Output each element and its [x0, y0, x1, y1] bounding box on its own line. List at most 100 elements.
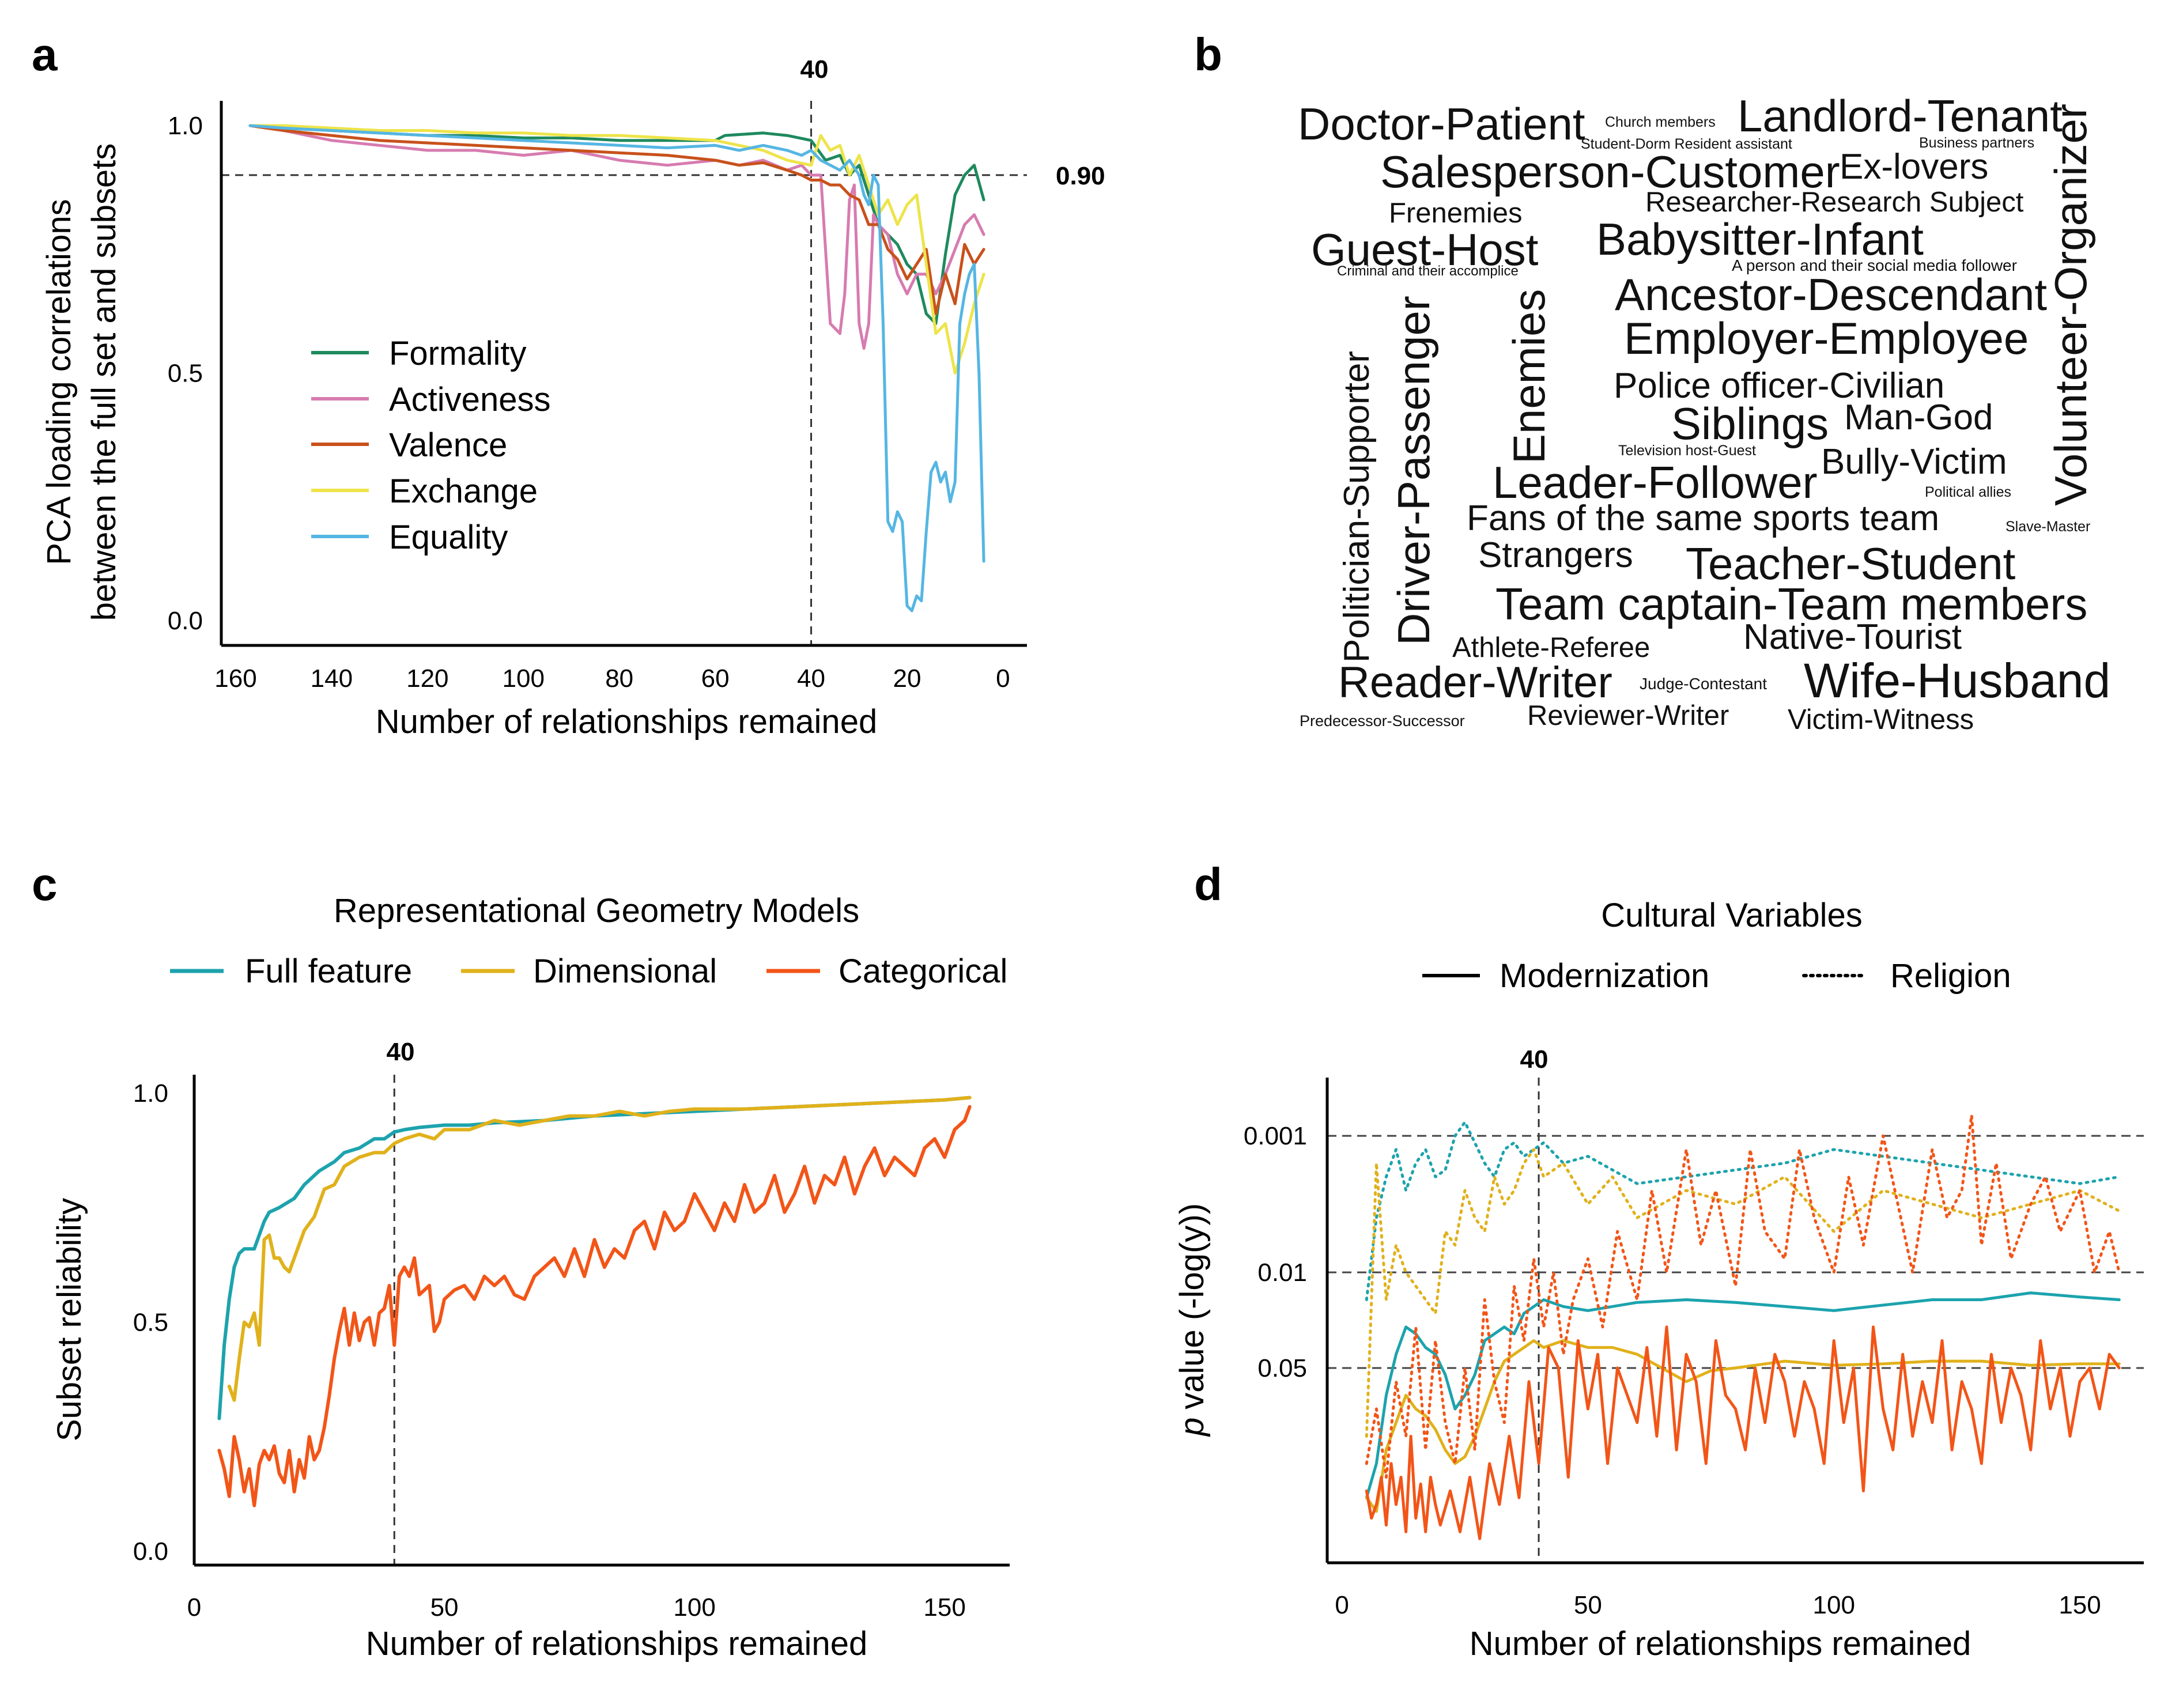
panel-a-xlabel: Number of relationships remained	[376, 703, 877, 740]
word-cloud-word: Guest-Host	[1311, 224, 1539, 275]
series-valence-line	[248, 124, 985, 315]
legend-equality-label: Equality	[389, 519, 508, 556]
legend-formality-label: Formality	[389, 335, 526, 372]
word-cloud-word: Ex-lovers	[1840, 147, 1988, 187]
panel-a-x-tick: 40	[797, 664, 825, 693]
panel-c-title: Representational Geometry Models	[334, 892, 859, 929]
word-cloud-word: Reviewer-Writer	[1527, 700, 1729, 731]
panel-a-ylabel-line1: PCA loading correlations	[40, 199, 78, 565]
series-activeness-line	[248, 124, 985, 350]
legend-religion-label: Religion	[1890, 957, 2011, 995]
legend-full-feature-label: Full feature	[245, 953, 412, 990]
panel-b: b Doctor-Patient Church members Landlord…	[1194, 29, 2110, 735]
word-cloud-word: Strangers	[1478, 535, 1633, 575]
series-categorical-line	[217, 1105, 972, 1507]
word-cloud-word: Salesperson-Customer	[1380, 146, 1840, 197]
panel-c: c Representational Geometry Models Full …	[32, 859, 1010, 1662]
legend-exchange-label: Exchange	[389, 473, 538, 510]
word-cloud-word: Man-God	[1844, 398, 1993, 437]
series-religion-full-feature-line	[1365, 1120, 2121, 1301]
panel-c-vline-label: 40	[387, 1038, 415, 1066]
panel-d-x-tick: 150	[2059, 1591, 2101, 1619]
word-cloud-word: Victim-Witness	[1788, 704, 1974, 735]
panel-d: d Cultural Variables Modernization Relig…	[1173, 859, 2144, 1662]
word-cloud-word: Television host-Guest	[1618, 443, 1756, 459]
panel-d-ylabel-p: p	[1173, 1418, 1211, 1437]
word-cloud-word: Frenemies	[1389, 198, 1522, 229]
legend-dimensional-label: Dimensional	[533, 953, 717, 990]
panel-d-xlabel: Number of relationships remained	[1470, 1625, 1971, 1662]
panel-d-title: Cultural Variables	[1601, 897, 1862, 934]
panel-a: a 160 140 120 100 80 60 40 20 0 0.0 0.5 1.0 Number …	[32, 29, 1105, 740]
panel-a-x-tick: 140	[311, 664, 353, 693]
panel-d-x-tick: 50	[1574, 1591, 1602, 1619]
panel-a-vline-label: 40	[800, 55, 829, 84]
panel-d-x-tick: 0	[1335, 1591, 1349, 1619]
panel-d-ylabel: p value (-log(y))	[1173, 1203, 1211, 1437]
panel-c-x-tick: 0	[187, 1593, 201, 1622]
series-religion-categorical-line	[1365, 1114, 2121, 1479]
panel-a-y-tick: 1.0	[168, 112, 203, 140]
panel-c-legend: Full feature Dimensional Categorical	[170, 953, 1007, 990]
word-cloud-word-vertical: Volunteer-Organizer	[2045, 104, 2096, 506]
series-dimensional-line	[227, 1095, 972, 1402]
panel-c-y-tick: 0.0	[133, 1537, 168, 1566]
panel-c-x-tick: 50	[430, 1593, 459, 1622]
panel-a-x-tick: 100	[503, 664, 545, 693]
word-cloud-word: Ancestor-Descendant	[1615, 269, 2047, 320]
series-modernization-dimensional-line	[1365, 1339, 2121, 1513]
panel-a-y-tick: 0.5	[168, 360, 203, 388]
word-cloud-word-vertical: Enemies	[1504, 289, 1554, 464]
legend-activeness-label: Activeness	[389, 381, 550, 418]
word-cloud-word: Athlete-Referee	[1452, 632, 1650, 663]
panel-d-letter: d	[1194, 859, 1222, 910]
series-modernization-categorical-line	[1365, 1325, 2121, 1540]
panel-a-x-tick: 80	[605, 664, 633, 693]
word-cloud-word-vertical: Politician-Supporter	[1337, 351, 1377, 663]
word-cloud-word: Reader-Writer	[1338, 658, 1612, 707]
word-cloud-word: Church members	[1605, 114, 1716, 130]
panel-d-x-tick: 100	[1813, 1591, 1855, 1619]
panel-a-x-tick: 20	[893, 664, 921, 693]
panel-a-x-tick: 160	[214, 664, 256, 693]
word-cloud-word-vertical: Driver-Passenger	[1388, 296, 1439, 645]
word-cloud-word: Wife-Husband	[1804, 653, 2110, 708]
word-cloud-word: Researcher-Research Subject	[1645, 187, 2024, 218]
panel-a-plot-area: 160 140 120 100 80 60 40 20 0 0.0 0.5 1.0	[168, 101, 1027, 693]
word-cloud-word: Police officer-Civilian	[1614, 366, 1944, 406]
legend-categorical-label: Categorical	[839, 953, 1007, 990]
panel-c-x-tick: 150	[923, 1593, 965, 1622]
panel-d-vline-label: 40	[1520, 1045, 1549, 1074]
word-cloud-word: Political allies	[1925, 484, 2011, 500]
panel-a-x-tick: 60	[701, 664, 730, 693]
word-cloud-word: Leader-Follower	[1493, 457, 1818, 508]
word-cloud-word: Slave-Master	[2006, 519, 2090, 535]
panel-c-plot-area: 0 50 100 150 0.0 0.5 1.0	[133, 1075, 972, 1622]
word-cloud-word: Employer-Employee	[1624, 313, 2029, 364]
series-religion-dimensional-line	[1365, 1148, 2121, 1438]
series-equality-line	[248, 124, 985, 613]
panel-a-y-tick: 0.0	[168, 607, 203, 635]
word-cloud-word: Siblings	[1671, 398, 1829, 449]
panel-a-hline-label: 0.90	[1056, 162, 1105, 190]
panel-d-y-tick: 0.05	[1257, 1354, 1307, 1382]
panel-a-x-tick: 120	[406, 664, 448, 693]
word-cloud-word: Student-Dorm Resident assistant	[1581, 136, 1792, 152]
series-exchange-line	[248, 124, 985, 375]
panel-a-legend: Formality Activeness Valence Exchange Eq…	[311, 335, 550, 556]
panel-d-ylabel-text: value (-log(y))	[1173, 1203, 1211, 1410]
word-cloud-word: A person and their social media follower	[1732, 256, 2017, 274]
panel-d-plot-area: 0.001 0.01 0.05 0 50 100 150	[1244, 1078, 2144, 1619]
panel-a-ylabel-line2: between the full set and subsets	[85, 143, 123, 621]
word-cloud-word: Native-Tourist	[1743, 617, 1962, 657]
series-modernization-full-feature-line	[1365, 1291, 2121, 1499]
word-cloud-word: Predecessor-Successor	[1300, 712, 1465, 730]
word-cloud-word: Team captain-Team members	[1495, 579, 2087, 629]
word-cloud-word: Criminal and their accomplice	[1337, 263, 1519, 279]
word-cloud-word: Judge-Contestant	[1640, 675, 1767, 693]
panel-c-letter: c	[32, 859, 58, 910]
panel-a-x-tick: 0	[996, 664, 1010, 693]
word-cloud: Doctor-Patient Church members Landlord-T…	[1298, 90, 2110, 735]
panel-d-legend: Modernization Religion	[1422, 957, 2011, 995]
